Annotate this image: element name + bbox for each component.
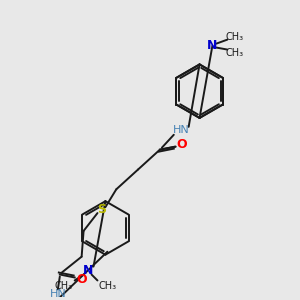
- Text: HN: HN: [173, 125, 190, 135]
- Text: CH₃: CH₃: [225, 47, 243, 58]
- Text: N: N: [207, 39, 218, 52]
- Text: N: N: [82, 264, 93, 277]
- Text: O: O: [76, 273, 87, 286]
- Text: CH₃: CH₃: [55, 281, 73, 291]
- Text: HN: HN: [50, 289, 66, 299]
- Text: CH₃: CH₃: [98, 281, 116, 291]
- Text: CH₃: CH₃: [225, 32, 243, 42]
- Text: S: S: [97, 202, 106, 216]
- Text: O: O: [176, 138, 187, 151]
